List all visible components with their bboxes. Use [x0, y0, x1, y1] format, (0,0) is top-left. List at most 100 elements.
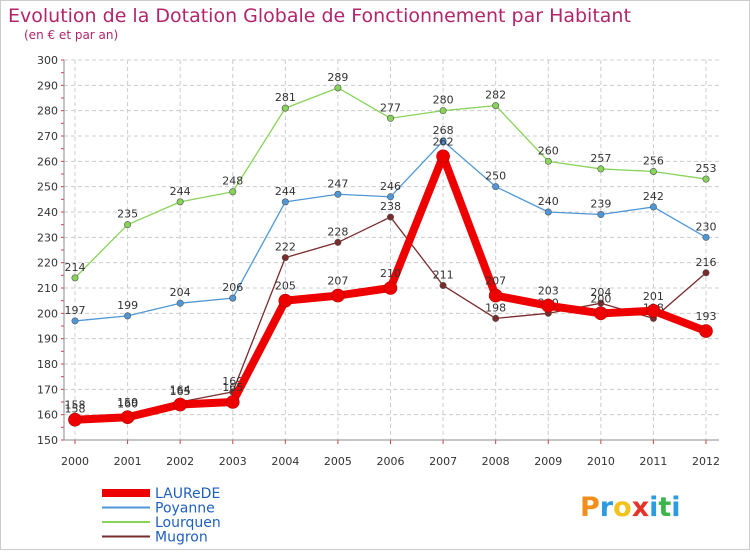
data-label: 242 — [643, 190, 664, 203]
data-point — [68, 412, 82, 427]
data-label: 238 — [380, 200, 401, 213]
data-label: 281 — [275, 91, 296, 104]
y-tick-label: 200 — [37, 307, 58, 320]
data-point — [124, 312, 132, 320]
data-label: 240 — [538, 195, 559, 208]
x-tick-label: 2007 — [429, 455, 457, 468]
y-tick-label: 270 — [37, 130, 58, 143]
x-tick-label: 2008 — [482, 455, 510, 468]
series-lourquen: 214 235 244 248 281 289 277 280 282 260 257 256 253 — [65, 71, 717, 282]
data-label: 248 — [222, 175, 243, 188]
data-label: 280 — [433, 94, 454, 107]
proxiti-logo: Proxiti — [580, 492, 681, 523]
data-label: 260 — [538, 144, 559, 157]
data-label: 199 — [117, 299, 138, 312]
data-label: 246 — [380, 180, 401, 193]
x-tick-label: 2011 — [639, 455, 667, 468]
y-tick-label: 190 — [37, 333, 58, 346]
data-point — [386, 193, 394, 201]
data-point — [492, 102, 500, 110]
data-label: 204 — [170, 286, 191, 299]
data-point — [278, 293, 293, 308]
data-point — [334, 238, 342, 246]
data-label: 159 — [117, 396, 138, 409]
x-tick-label: 2004 — [271, 455, 299, 468]
data-point — [702, 233, 710, 241]
data-label: 193 — [696, 310, 717, 323]
y-tick-label: 300 — [37, 54, 58, 67]
legend-label-mugron: Mugron — [155, 530, 208, 546]
data-point — [702, 269, 710, 277]
data-point — [229, 294, 237, 302]
x-tick-label: 2000 — [61, 455, 89, 468]
data-point — [439, 137, 447, 145]
data-label: 201 — [643, 290, 664, 303]
data-point — [646, 303, 661, 318]
x-tick-label: 2005 — [324, 455, 352, 468]
data-label: 160 — [117, 398, 138, 411]
data-point — [544, 208, 552, 216]
data-point — [439, 281, 447, 289]
grid-layer — [64, 59, 719, 441]
data-point — [702, 175, 710, 183]
y-tick-label: 240 — [37, 206, 58, 219]
y-tick-label: 210 — [37, 282, 58, 295]
data-label: 158 — [65, 399, 86, 412]
data-point — [281, 254, 289, 262]
legend-label-lourquen: Lourquen — [155, 515, 221, 531]
data-label: 268 — [433, 124, 454, 137]
data-label: 197 — [65, 304, 86, 317]
data-label: 164 — [170, 384, 191, 397]
data-point — [386, 213, 394, 221]
x-tick-label: 2010 — [587, 455, 615, 468]
data-label: 247 — [327, 177, 348, 190]
data-label: 262 — [433, 135, 454, 148]
y-tick-label: 290 — [37, 79, 58, 92]
data-point — [334, 84, 342, 92]
axis-layer: 150 160 170 180 190 200 210 220 230 240 250 260 270 2… — [37, 54, 720, 468]
data-point — [124, 221, 132, 229]
data-label: 206 — [222, 281, 243, 294]
series-poyanne: 197 199 204 206 244 247 246 268 250 240 239 242 230 — [65, 124, 717, 325]
data-point — [120, 410, 135, 425]
data-label: 207 — [485, 275, 506, 288]
data-label: 282 — [485, 89, 506, 102]
x-tick-label: 2001 — [114, 455, 142, 468]
y-tick-label: 250 — [37, 181, 58, 194]
data-label: 165 — [222, 381, 243, 394]
y-tick-label: 160 — [37, 409, 58, 422]
proxiti-letter: t — [658, 492, 671, 523]
proxiti-letter: i — [671, 492, 680, 523]
proxiti-letter: r — [600, 492, 614, 523]
data-point — [71, 274, 79, 282]
data-label: 210 — [380, 267, 401, 280]
data-label: 244 — [170, 185, 191, 198]
data-label: 222 — [275, 241, 296, 254]
data-point — [649, 167, 657, 175]
x-tick-label: 2012 — [692, 455, 720, 468]
data-point — [597, 211, 605, 219]
plot-area — [64, 60, 719, 440]
y-tick-label: 170 — [37, 383, 58, 396]
data-point — [544, 157, 552, 165]
data-label: 235 — [117, 208, 138, 221]
data-label: 207 — [327, 275, 348, 288]
proxiti-letter: o — [613, 492, 632, 523]
data-label: 230 — [696, 220, 717, 233]
data-point — [492, 183, 500, 191]
data-point — [386, 114, 394, 122]
chart-title: Evolution de la Dotation Globale de Fonc… — [8, 5, 631, 27]
data-label: 198 — [485, 301, 506, 314]
data-point — [436, 149, 450, 164]
data-label: 211 — [433, 268, 454, 281]
data-label: 239 — [590, 198, 611, 211]
y-tick-label: 220 — [37, 257, 58, 270]
data-label: 277 — [380, 101, 401, 114]
data-label: 216 — [696, 256, 717, 269]
data-point — [281, 104, 289, 112]
x-tick-label: 2003 — [219, 455, 247, 468]
data-point — [281, 198, 289, 206]
